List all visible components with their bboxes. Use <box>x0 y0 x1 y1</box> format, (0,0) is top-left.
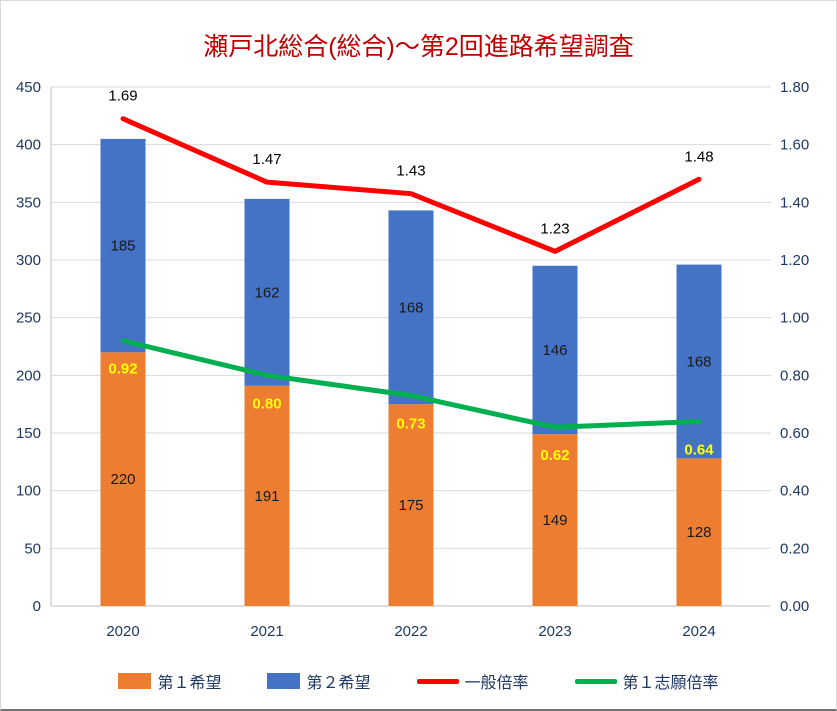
first-choice-ratio-line-label: 0.73 <box>396 416 425 433</box>
first-choice-ratio-line <box>120 338 702 430</box>
left-axis-tick: 400 <box>16 137 41 154</box>
x-axis-tick: 2023 <box>538 623 571 640</box>
right-axis-tick: 1.80 <box>780 79 809 96</box>
legend: 第１希望 第２希望 一般倍率 第１志願倍率 <box>1 669 836 693</box>
bar-value-second-choice: 146 <box>542 342 567 359</box>
legend-item: 第１希望 <box>118 669 221 693</box>
x-axis-tick: 2020 <box>106 623 139 640</box>
x-axis-tick: 2021 <box>250 623 283 640</box>
bar-segment-first-choice <box>532 434 578 606</box>
legend-label: 第２希望 <box>306 675 371 692</box>
bar-value-second-choice: 168 <box>398 299 423 316</box>
right-axis-tick: 0.20 <box>780 540 809 557</box>
general-ratio-line-label: 1.43 <box>396 163 425 180</box>
first-choice-ratio-line-label: 0.64 <box>684 441 714 458</box>
first-choice-ratio-line-label: 0.92 <box>108 361 137 378</box>
bar-segment-second-choice <box>532 265 578 435</box>
bar-segment-first-choice <box>244 385 290 606</box>
first-choice-ratio-line-label: 0.80 <box>252 395 281 412</box>
general-ratio-line-label: 1.47 <box>252 151 281 168</box>
bar-segment-second-choice <box>100 138 146 353</box>
legend-line-swatch-icon <box>574 678 617 684</box>
legend-item: 第２希望 <box>267 669 371 693</box>
bar-segment-first-choice <box>100 352 146 606</box>
left-axis-tick: 0 <box>33 598 41 615</box>
legend-bar-swatch-icon <box>118 673 152 689</box>
legend-item: 一般倍率 <box>416 669 529 693</box>
right-axis-tick: 0.00 <box>780 598 809 615</box>
left-axis-tick: 200 <box>16 367 41 384</box>
first-choice-ratio-line-label: 0.62 <box>540 447 569 464</box>
right-axis-tick: 1.40 <box>780 194 809 211</box>
legend-label: 第１志願倍率 <box>622 675 719 692</box>
right-axis-tick: 0.60 <box>780 425 809 442</box>
right-axis-tick: 0.40 <box>780 483 809 500</box>
bar-value-first-choice: 220 <box>110 471 135 488</box>
legend-item: 第１志願倍率 <box>574 669 719 693</box>
left-axis-tick: 150 <box>16 425 41 442</box>
left-axis-tick: 100 <box>16 483 41 500</box>
legend-line-swatch-icon <box>416 678 459 684</box>
right-axis-tick: 1.00 <box>780 310 809 327</box>
legend-label: 第１希望 <box>157 675 222 692</box>
bar-value-first-choice: 128 <box>686 524 711 541</box>
left-axis-tick: 300 <box>16 252 41 269</box>
bar-segment-second-choice <box>388 210 434 405</box>
chart-title: 瀬戸北総合(総合)～第2回進路希望調査 <box>203 33 634 61</box>
bar-value-second-choice: 162 <box>254 284 279 301</box>
general-ratio-line-label: 1.48 <box>684 148 713 165</box>
general-ratio-line <box>120 116 702 254</box>
left-axis-tick: 250 <box>16 310 41 327</box>
left-axis-tick: 350 <box>16 194 41 211</box>
general-ratio-line-label: 1.23 <box>540 220 569 237</box>
legend-label: 一般倍率 <box>464 675 529 692</box>
right-axis-tick: 0.80 <box>780 367 809 384</box>
bar-segment-first-choice <box>388 404 434 606</box>
right-axis-tick: 1.20 <box>780 252 809 269</box>
x-axis-tick: 2024 <box>682 623 715 640</box>
right-axis-tick: 1.60 <box>780 137 809 154</box>
x-axis-tick: 2022 <box>394 623 427 640</box>
bar-value-first-choice: 149 <box>542 512 567 529</box>
left-axis-tick: 50 <box>24 540 41 557</box>
bar-value-second-choice: 185 <box>110 238 135 255</box>
left-axis-tick: 450 <box>16 79 41 96</box>
bar-segment-first-choice <box>676 458 722 606</box>
bar-segment-second-choice <box>244 198 290 386</box>
bar-value-first-choice: 191 <box>254 488 279 505</box>
bar-value-first-choice: 175 <box>398 497 423 514</box>
general-ratio-line-label: 1.69 <box>108 88 137 105</box>
bar-segment-second-choice <box>676 264 722 459</box>
legend-bar-swatch-icon <box>267 673 301 689</box>
bar-value-second-choice: 168 <box>686 353 711 370</box>
